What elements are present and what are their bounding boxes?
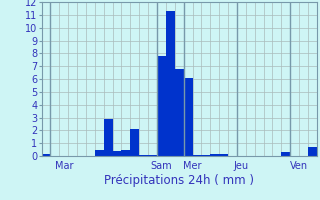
Bar bbox=[201, 155, 210, 156]
Bar bbox=[281, 152, 290, 156]
Bar bbox=[166, 11, 175, 156]
Bar bbox=[139, 155, 148, 156]
Bar bbox=[210, 154, 219, 156]
Bar bbox=[184, 78, 193, 156]
Bar bbox=[95, 150, 104, 156]
Bar bbox=[308, 147, 317, 156]
Bar bbox=[148, 155, 157, 156]
Bar bbox=[130, 129, 139, 156]
Bar bbox=[113, 151, 122, 156]
Bar bbox=[157, 56, 166, 156]
Bar bbox=[175, 69, 184, 156]
Bar bbox=[219, 154, 228, 156]
Bar bbox=[122, 150, 130, 156]
Bar bbox=[104, 119, 113, 156]
Bar bbox=[42, 154, 51, 156]
Bar bbox=[193, 155, 201, 156]
X-axis label: Précipitations 24h ( mm ): Précipitations 24h ( mm ) bbox=[104, 174, 254, 187]
